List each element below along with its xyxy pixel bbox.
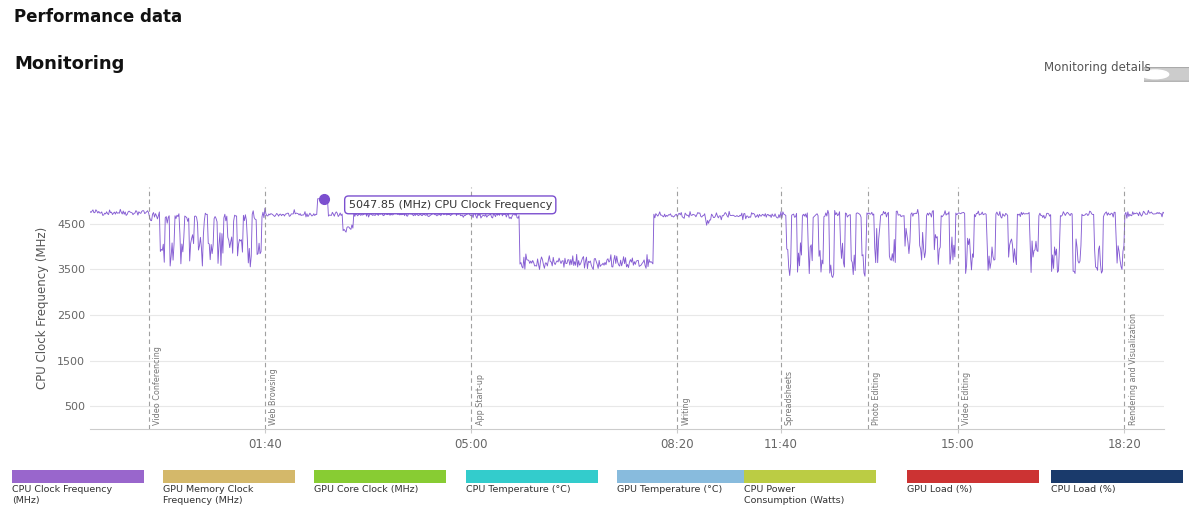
Text: CPU Clock Frequency: CPU Clock Frequency [12, 485, 112, 494]
Text: 5047.85 (MHz) CPU Clock Frequency: 5047.85 (MHz) CPU Clock Frequency [348, 200, 552, 210]
Text: CPU Temperature (°C): CPU Temperature (°C) [466, 485, 570, 494]
Text: App Start-up: App Start-up [475, 374, 485, 425]
Text: Photo Editing: Photo Editing [872, 372, 881, 425]
Text: Rendering and Visualization: Rendering and Visualization [1128, 314, 1138, 425]
Text: CPU Load (%): CPU Load (%) [1051, 485, 1116, 494]
Text: Web Browsing: Web Browsing [269, 369, 278, 425]
Text: Video Conferencing: Video Conferencing [154, 346, 162, 425]
Text: Performance data: Performance data [14, 8, 182, 26]
Text: GPU Core Clock (MHz): GPU Core Clock (MHz) [314, 485, 419, 494]
Text: (MHz): (MHz) [12, 496, 40, 504]
Y-axis label: CPU Clock Frequency (MHz): CPU Clock Frequency (MHz) [36, 227, 49, 389]
FancyBboxPatch shape [1142, 68, 1190, 81]
Text: Frequency (MHz): Frequency (MHz) [163, 496, 242, 504]
Text: GPU Load (%): GPU Load (%) [907, 485, 972, 494]
Text: Consumption (Watts): Consumption (Watts) [744, 496, 845, 504]
Text: GPU Temperature (°C): GPU Temperature (°C) [617, 485, 722, 494]
Text: CPU Power: CPU Power [744, 485, 796, 494]
Text: GPU Memory Clock: GPU Memory Clock [163, 485, 253, 494]
Text: Video Editing: Video Editing [962, 372, 971, 425]
Text: Writing: Writing [682, 397, 691, 425]
Text: Monitoring details: Monitoring details [1044, 61, 1151, 74]
Text: Spreadsheets: Spreadsheets [785, 370, 794, 425]
Text: Monitoring: Monitoring [14, 55, 125, 73]
Circle shape [1141, 70, 1169, 79]
